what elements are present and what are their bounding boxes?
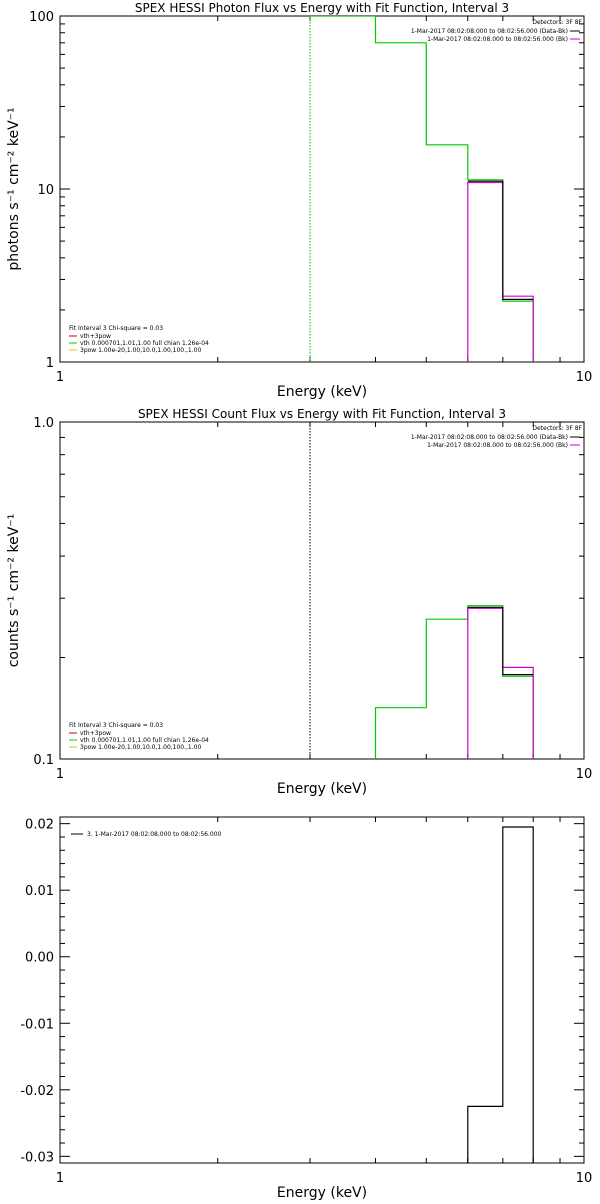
x-tick-label: 1 [56, 370, 64, 385]
plot-frame [59, 15, 585, 363]
legend-entry-text: 1-Mar-2017 08:02:08.000 to 08:02:56.000 … [427, 442, 568, 449]
chart-title: SPEX HESSI Photon Flux vs Energy with Fi… [135, 1, 509, 15]
series-group [374, 605, 534, 759]
series-line-3 [467, 180, 534, 300]
x-tick-label: 10 [576, 370, 593, 385]
series-group [467, 826, 534, 1163]
x-axis-label: Energy (keV) [277, 384, 367, 400]
legend-top-left: 3. 1-Mar-2017 08:02:08.000 to 08:02:56.0… [71, 831, 222, 838]
y-tick-label: -0.01 [20, 1017, 54, 1032]
series-line-2 [467, 181, 534, 362]
y-tick-label: 0.00 [25, 951, 54, 966]
x-tick-label: 10 [576, 767, 593, 782]
chart-title: SPEX HESSI Count Flux vs Energy with Fit… [138, 407, 506, 421]
x-axis: 1 10 Energy (keV) [56, 817, 593, 1201]
plot-frame [59, 816, 585, 1164]
y-tick-label: -0.02 [20, 1084, 54, 1099]
y-tick-label: 0.01 [25, 884, 54, 899]
series-line-1 [310, 16, 534, 362]
legend-heading: Fit Interval 3 Chi-square = 0.03 [69, 325, 163, 332]
series-line-3 [467, 606, 534, 676]
y-tick-label: 10 [37, 183, 54, 198]
legend-top-right: Detectors: 3F 8F 1-Mar-2017 08:02:08.000 … [411, 19, 583, 43]
y-tick-label: 0.02 [25, 818, 54, 833]
legend-entry-text: 3pow 1.00e-20,1.00,10.0,1.00,100.,1.00 [80, 744, 201, 751]
chart-panel-3: 1 10 Energy (keV) 0.02 0.01 0.00 -0.01 -0.02 -0.… [20, 816, 593, 1201]
legend-heading: Fit Interval 3 Chi-square = 0.03 [69, 722, 163, 729]
series-line-1 [374, 605, 534, 759]
y-tick-label: 0.1 [33, 753, 54, 768]
legend-entry-text: 3pow 1.00e-20,1.00,10.0,1.00,100.,1.00 [80, 347, 201, 354]
legend-bottom-left: Fit Interval 3 Chi-square = 0.03vth+3pow… [69, 325, 209, 354]
x-tick-label: 1 [56, 767, 64, 782]
y-axis-label: counts s⁻¹ cm⁻² keV⁻¹ [6, 514, 22, 668]
x-tick-label: 1 [56, 1171, 64, 1186]
y-axis: 1 10 100 photons s⁻¹ cm⁻² keV⁻¹ [6, 10, 584, 371]
series-group [310, 16, 534, 362]
legend-top-right: Detectors: 3F 8F 1-Mar-2017 08:02:08.000 … [411, 425, 583, 449]
legend-entry-text: 1-Mar-2017 08:02:08.000 to 08:02:56.000 … [411, 28, 568, 35]
x-axis-label: Energy (keV) [277, 781, 367, 797]
y-tick-label: -0.03 [20, 1150, 54, 1165]
legend-heading: Detectors: 3F 8F [532, 425, 582, 432]
y-tick-label: 1.0 [33, 416, 54, 431]
y-axis: 0.02 0.01 0.00 -0.01 -0.02 -0.03 [20, 818, 584, 1165]
legend-bottom-left: Fit Interval 3 Chi-square = 0.03vth+3pow… [69, 722, 209, 751]
legend-entry-text: 3. 1-Mar-2017 08:02:08.000 to 08:02:56.0… [87, 831, 222, 838]
legend-entry-text: vth 0.000701,1.01,1.00 full chian 1.26e-… [80, 340, 209, 347]
legend-entry-text: 1-Mar-2017 08:02:08.000 to 08:02:56.000 … [411, 434, 568, 441]
y-tick-label: 100 [29, 10, 54, 25]
y-tick-label: 1 [46, 356, 54, 371]
chart-panel-1: SPEX HESSI Photon Flux vs Energy with Fi… [6, 1, 592, 400]
series-line-2 [467, 607, 534, 759]
chart-panel-2: SPEX HESSI Count Flux vs Energy with Fit… [6, 407, 592, 797]
legend-heading: Detectors: 3F 8F [532, 19, 582, 26]
x-axis-label: Energy (keV) [277, 1185, 367, 1200]
series-line-1 [467, 826, 534, 1163]
y-axis: 0.1 1.0 counts s⁻¹ cm⁻² keV⁻¹ [6, 416, 584, 768]
legend-entry-text: vth 0.000701,1.01,1.00 full chian 1.26e-… [80, 737, 209, 744]
y-axis-label: photons s⁻¹ cm⁻² keV⁻¹ [6, 107, 22, 270]
legend-entry-text: 1-Mar-2017 08:02:08.000 to 08:02:56.000 … [427, 36, 568, 43]
legend-entry-text: vth+3pow [80, 333, 111, 340]
legend-entry-text: vth+3pow [80, 730, 111, 737]
x-tick-label: 10 [576, 1171, 593, 1186]
plot-frame [59, 421, 585, 760]
